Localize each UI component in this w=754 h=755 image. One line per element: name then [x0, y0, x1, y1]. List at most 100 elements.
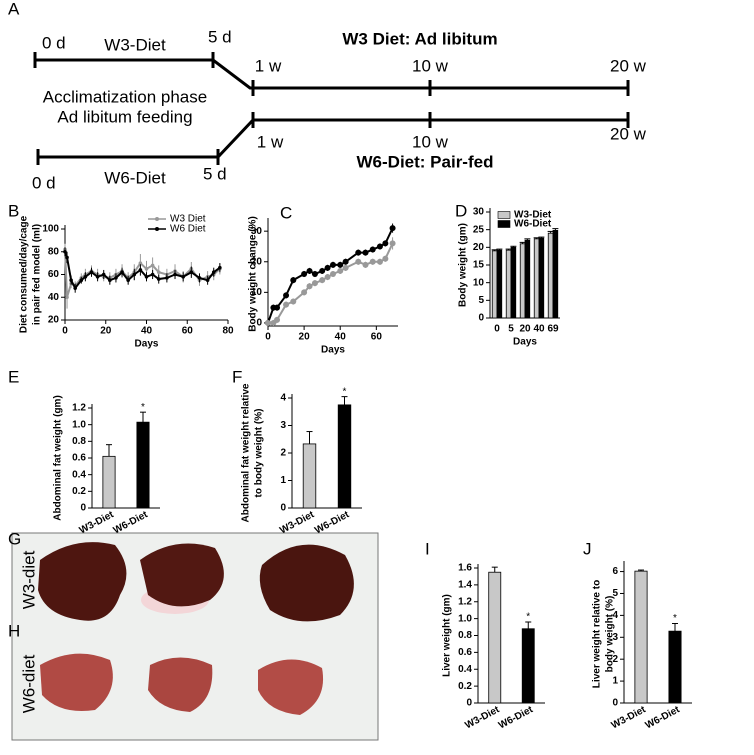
point: [355, 258, 362, 265]
legend-label: W3-Diet: [514, 210, 552, 221]
x-tick-label: 80: [222, 326, 234, 337]
y-tick-label: 5: [478, 295, 484, 306]
y-tick-label: 1.6: [458, 563, 472, 574]
x-tick-label: 0: [494, 324, 500, 335]
y-tick-label: 0.2: [72, 486, 86, 497]
point: [173, 272, 177, 277]
point: [301, 289, 308, 296]
panel-label: D: [455, 201, 467, 220]
w3-timeline: [35, 58, 628, 90]
point: [342, 264, 349, 271]
point: [355, 249, 362, 256]
y-tick-label: 0: [256, 318, 262, 329]
y-tick-label: 5: [612, 588, 618, 599]
label: 20 w: [610, 124, 647, 143]
x-tick-label: 20: [299, 332, 311, 343]
y-tick-label: 3: [612, 632, 618, 643]
w6-ticks: [36, 112, 630, 165]
y-tick-label: 25: [473, 224, 485, 235]
x-tick-label: 69: [547, 324, 559, 335]
point: [95, 274, 100, 279]
panel-label: C: [280, 203, 292, 222]
point: [132, 272, 137, 277]
point: [319, 267, 326, 274]
point: [389, 225, 396, 232]
point: [319, 277, 326, 284]
bar: [491, 250, 498, 319]
y-tick-label: 1: [280, 475, 286, 486]
point: [283, 301, 290, 308]
point: [376, 258, 383, 265]
series-line: [268, 242, 394, 324]
y-tick-label: 0: [612, 698, 618, 709]
point: [274, 316, 281, 323]
x-tick-label: W6-Diet: [313, 509, 352, 537]
y-tick-label: 1.2: [458, 596, 472, 607]
point: [290, 277, 297, 284]
series-line: [64, 251, 221, 291]
point: [376, 243, 383, 250]
bar: [302, 443, 317, 509]
bar: [552, 229, 559, 319]
w6-timeline: [38, 118, 628, 159]
y-tick-label: 0.2: [458, 681, 472, 692]
y-axis-label: in pair fed model (ml): [32, 224, 43, 325]
y-axis-label: body weight (%): [605, 596, 616, 673]
bar: [668, 630, 682, 704]
y-tick-label: 2: [280, 448, 286, 459]
panel-label: E: [8, 367, 19, 386]
panel-label: B: [8, 201, 19, 220]
label: 10 w: [412, 56, 449, 75]
x-tick-label: 40: [141, 326, 153, 337]
liver: [140, 543, 224, 607]
y-tick-label: 1.4: [458, 580, 472, 591]
x-tick-label: 60: [182, 326, 194, 337]
point: [165, 276, 169, 280]
point: [144, 267, 149, 271]
panel-label: I: [425, 539, 430, 558]
bar: [505, 249, 512, 319]
point: [330, 271, 336, 277]
legend-marker: [155, 227, 159, 231]
x-tick-label: 40: [335, 332, 347, 343]
legend-label: W6-Diet: [514, 219, 552, 230]
point: [389, 240, 396, 247]
label: W6-Diet: Pair-fed: [357, 152, 494, 171]
point: [83, 274, 88, 279]
y-tick-label: 15: [473, 260, 485, 271]
x-tick-label: 20: [100, 326, 112, 337]
bar: [533, 238, 540, 319]
y-tick-label: 1: [612, 676, 618, 687]
y-tick-label: 10: [251, 287, 263, 298]
y-tick-label: 0.6: [72, 453, 86, 464]
label: Acclimatization phase: [43, 87, 207, 106]
point: [120, 270, 124, 275]
x-tick-label: 0: [265, 332, 271, 343]
x-tick-label: W6-Diet: [497, 704, 536, 732]
y-axis-label: to body weight (%): [254, 409, 265, 498]
bar: [102, 455, 116, 509]
point: [324, 274, 331, 281]
y-tick-label: 80: [48, 246, 60, 257]
timeline: A 0 d W3-Diet 5 d W3 Diet: Ad libitum 1 …: [8, 0, 647, 192]
point: [265, 319, 271, 326]
bar: [510, 246, 517, 319]
y-axis-label: Body weight (gm): [458, 223, 469, 307]
y-tick-label: 10: [473, 277, 485, 288]
x-axis-label: Days: [513, 337, 537, 348]
label: 5 d: [208, 27, 232, 46]
point: [101, 272, 106, 277]
point: [337, 261, 344, 268]
point: [73, 286, 77, 290]
x-tick-label: W6-Diet: [644, 704, 683, 732]
label: Ad libitum feeding: [57, 107, 192, 126]
liver: [148, 657, 213, 712]
point: [362, 261, 369, 268]
label: 20 w: [610, 56, 647, 75]
panel-label: G: [8, 529, 21, 548]
point: [65, 255, 69, 260]
bar: [547, 232, 554, 319]
legend-swatch: [497, 211, 511, 219]
y-tick-label: 0.6: [458, 647, 472, 658]
